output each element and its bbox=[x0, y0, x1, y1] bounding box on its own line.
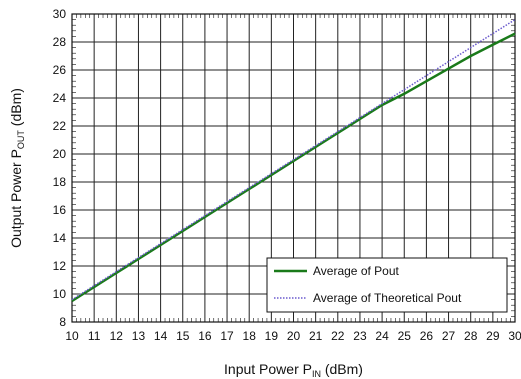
x-tick-label: 20 bbox=[287, 329, 301, 343]
y-tick-label: 14 bbox=[53, 231, 67, 245]
legend-box bbox=[266, 257, 508, 313]
series-pout-line bbox=[71, 32, 516, 303]
x-tick-label: 26 bbox=[420, 329, 434, 343]
y-tick-label: 24 bbox=[53, 91, 67, 105]
x-tick-label: 10 bbox=[65, 329, 79, 343]
x-tick-label: 23 bbox=[353, 329, 367, 343]
x-tick-label: 21 bbox=[309, 329, 323, 343]
x-tick-labels: 10 11 12 13 14 15 16 17 18 19 20 21 22 23 24 25 26 27 28 29… bbox=[65, 329, 521, 343]
x-tick-label: 18 bbox=[243, 329, 257, 343]
legend-label-theoretical: Average of Theoretical Pout bbox=[313, 291, 462, 305]
x-tick-label: 19 bbox=[265, 329, 279, 343]
x-tick-label: 28 bbox=[464, 329, 478, 343]
y-tick-label: 10 bbox=[53, 287, 67, 301]
y-tick-label: 30 bbox=[53, 7, 67, 21]
legend-label-pout: Average of Pout bbox=[313, 264, 400, 278]
x-tick-label: 15 bbox=[176, 329, 190, 343]
y-tick-label: 8 bbox=[59, 315, 66, 329]
series-theoretical-pout-line bbox=[71, 18, 516, 301]
y-tick-label: 22 bbox=[53, 119, 67, 133]
x-tick-label: 25 bbox=[398, 329, 412, 343]
y-tick-label: 20 bbox=[53, 147, 67, 161]
x-tick-label: 11 bbox=[88, 329, 101, 343]
minor-ticks bbox=[72, 14, 515, 322]
x-tick-label: 13 bbox=[132, 329, 146, 343]
x-tick-label: 17 bbox=[220, 329, 234, 343]
x-tick-label: 24 bbox=[375, 329, 389, 343]
x-tick-label: 29 bbox=[486, 329, 500, 343]
y-tick-label: 16 bbox=[53, 203, 67, 217]
legend: Average of Pout Average of Theoretical P… bbox=[266, 257, 508, 313]
x-tick-label: 12 bbox=[110, 329, 124, 343]
x-tick-label: 16 bbox=[198, 329, 212, 343]
y-tick-label: 18 bbox=[53, 175, 67, 189]
x-tick-label: 27 bbox=[442, 329, 456, 343]
x-tick-label: 14 bbox=[154, 329, 168, 343]
x-axis-title: Input Power PIN (dBm) bbox=[224, 361, 363, 379]
y-tick-label: 26 bbox=[53, 63, 67, 77]
plot-border bbox=[71, 13, 516, 323]
y-tick-label: 28 bbox=[53, 35, 67, 49]
x-tick-label: 22 bbox=[331, 329, 345, 343]
y-axis-title: Output Power POUT (dBm) bbox=[8, 88, 26, 248]
x-tick-label: 30 bbox=[508, 329, 521, 343]
y-tick-labels: 8 10 12 14 16 18 20 22 24 26 28 30 bbox=[53, 7, 67, 329]
series-layer bbox=[71, 18, 516, 303]
y-tick-label: 12 bbox=[53, 259, 67, 273]
